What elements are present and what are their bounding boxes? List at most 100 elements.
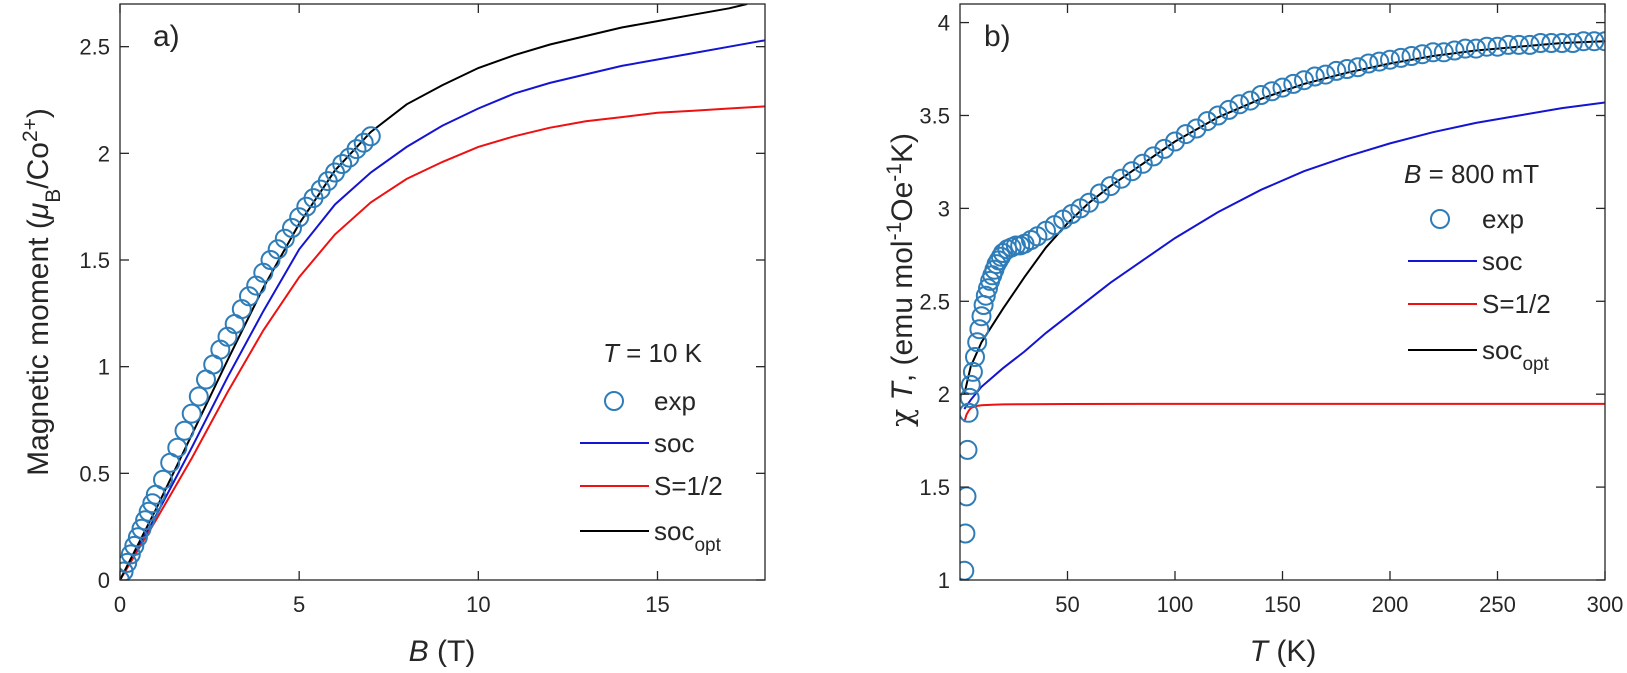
data-point-b (1562, 33, 1583, 53)
data-point-a (120, 544, 141, 565)
data-point-b (1401, 46, 1422, 66)
data-point-b (1433, 42, 1454, 63)
data-point-b (965, 347, 985, 367)
data-point-b (1530, 33, 1551, 53)
y-tick-label-a: 2.5 (79, 35, 110, 60)
data-point-b (1595, 31, 1605, 52)
plot-b-ticks: 50 100 150 200 250 300 1 1.5 2 2.5 3 3.5 4 (919, 4, 1623, 617)
data-point-a (260, 250, 281, 270)
data-point-b (971, 306, 992, 327)
data-point-a (142, 493, 163, 514)
data-point-b (1229, 94, 1250, 115)
data-point-b (1304, 66, 1325, 87)
data-point-b (1584, 31, 1605, 52)
panel-b-label: b) (984, 20, 1011, 53)
data-point-b (1208, 105, 1228, 126)
data-point-b (1111, 168, 1132, 189)
data-point-b (1455, 38, 1476, 59)
series-b-socopt-line (963, 40, 1605, 395)
y-tick-label-b: 3 (938, 196, 950, 221)
panel-a-label: a) (153, 20, 180, 53)
x-axis-label-b: T (K) (1250, 635, 1317, 668)
data-point-a (124, 535, 145, 556)
data-point-b (1272, 77, 1293, 98)
data-point-a (332, 154, 353, 174)
data-point-a (120, 561, 134, 580)
y-tick-label-b: 1.5 (919, 475, 950, 500)
data-point-a (353, 132, 374, 153)
data-point-b (1487, 36, 1508, 57)
data-point-a (120, 552, 138, 573)
data-point-a (127, 527, 148, 548)
series-a-soc-line (120, 39, 765, 580)
x-tick-label-b: 300 (1587, 592, 1624, 617)
series-a-socopt-line (120, 4, 748, 580)
data-point-b (1240, 90, 1261, 111)
x-tick-label-a: 15 (645, 592, 669, 617)
data-point-a (135, 510, 156, 531)
data-point-b (1380, 49, 1400, 70)
data-point-b (1519, 34, 1540, 55)
x-tick-label-a: 0 (114, 592, 126, 617)
data-point-b (1552, 33, 1572, 53)
data-point-b (1315, 64, 1336, 85)
data-point-b (1197, 111, 1218, 132)
data-point-a (282, 218, 302, 238)
legend-b-soc-label: soc (1482, 246, 1522, 276)
legend-b-title: B = 800 mT (1404, 159, 1539, 189)
data-point-a (188, 386, 209, 407)
data-point-a (239, 286, 259, 307)
legend-a: T = 10 K exp soc S=1/2 socopt (580, 338, 723, 556)
data-point-b (1466, 38, 1486, 59)
plot-a-frame (119, 3, 766, 581)
legend-a-title: T = 10 K (603, 338, 703, 368)
series-b-s12-line (963, 402, 1605, 423)
plot-a-ticks: 0 5 10 15 0 0.5 1 1.5 2 2.5 (79, 4, 765, 617)
data-point-a (360, 126, 381, 147)
data-point-b (975, 285, 996, 306)
data-point-b (1444, 40, 1465, 61)
data-point-a (346, 139, 367, 160)
x-tick-label-b: 100 (1157, 592, 1194, 617)
legend-b-s12-label: S=1/2 (1482, 289, 1551, 319)
data-point-b (960, 439, 978, 460)
data-point-a (289, 207, 310, 228)
legend-a-exp-marker (604, 391, 624, 411)
legend-b-exp-label: exp (1482, 204, 1524, 234)
x-axis-label-a: B (T) (409, 635, 476, 668)
x-tick-label-b: 50 (1055, 592, 1079, 617)
legend-b: B = 800 mT exp soc S=1/2 socopt (1404, 159, 1551, 375)
data-point-b (1154, 138, 1175, 159)
data-point-b (1326, 60, 1347, 81)
x-tick-label-b: 250 (1479, 592, 1516, 617)
y-tick-label-a: 1.5 (79, 248, 110, 273)
x-tick-label-a: 10 (466, 592, 490, 617)
legend-a-exp-label: exp (654, 386, 696, 416)
data-point-b (1186, 118, 1207, 139)
y-tick-label-a: 2 (98, 141, 110, 166)
data-point-b (1100, 176, 1121, 197)
data-point-a (138, 501, 159, 522)
x-tick-label-b: 200 (1372, 592, 1409, 617)
data-point-b (1509, 34, 1529, 55)
data-point-b (1390, 47, 1411, 68)
data-point-a (181, 403, 202, 424)
plot-b-data (960, 31, 1605, 580)
data-point-b (1358, 53, 1379, 74)
data-point-b (1294, 70, 1314, 91)
data-point-b (960, 523, 976, 544)
data-point-b (1283, 73, 1304, 94)
y-tick-label-b: 2.5 (919, 289, 950, 314)
data-point-a (167, 437, 188, 458)
data-point-b (1143, 146, 1164, 167)
y-tick-label-a: 0.5 (79, 461, 110, 486)
series-a-s12-line (120, 105, 765, 580)
data-point-b (1261, 81, 1282, 102)
data-point-b (962, 361, 983, 382)
data-point-b (967, 332, 988, 353)
data-point-a (131, 518, 152, 539)
y-tick-label-b: 2 (938, 382, 950, 407)
data-point-b (969, 319, 990, 340)
